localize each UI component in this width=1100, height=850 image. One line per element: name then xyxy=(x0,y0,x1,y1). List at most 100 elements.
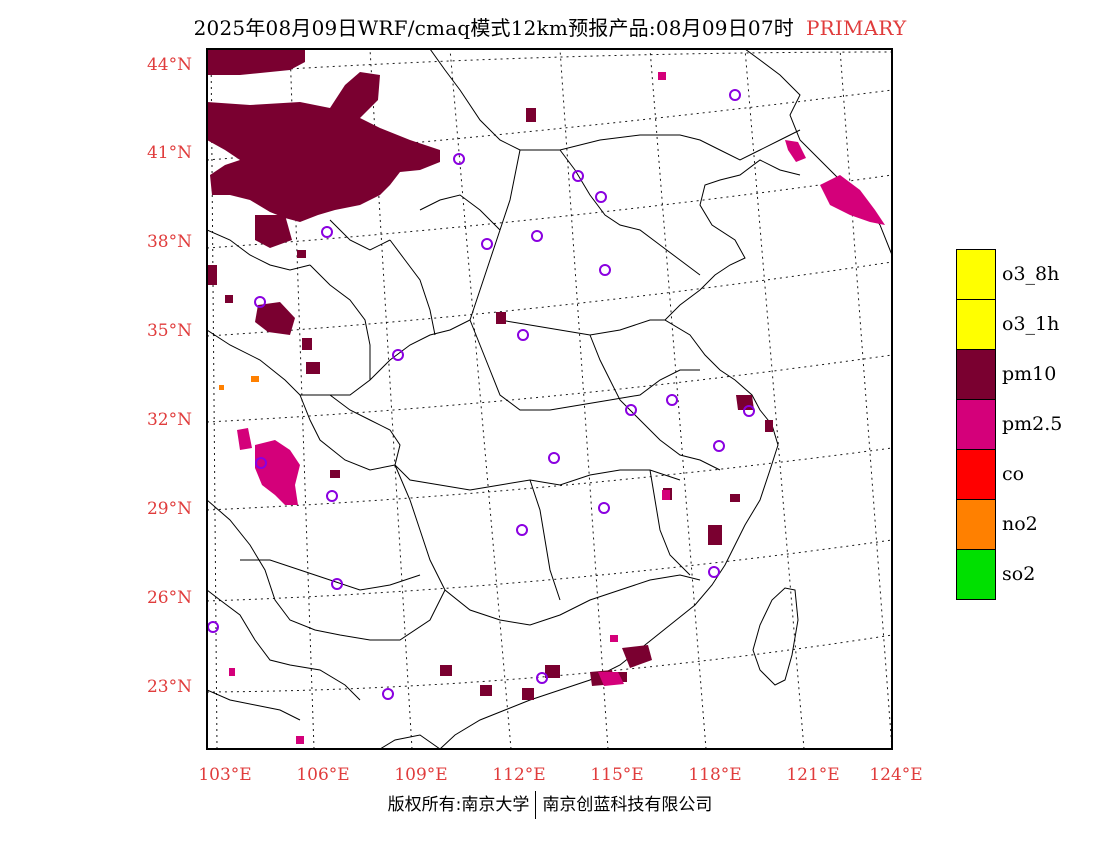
province-border xyxy=(559,149,701,276)
pm25-patch xyxy=(229,668,235,676)
lon-label: 115°E xyxy=(590,765,644,785)
station-marker xyxy=(331,578,343,590)
pm10-area xyxy=(207,49,773,700)
pm10-patch xyxy=(297,250,306,258)
station-marker xyxy=(517,329,529,341)
pm10-patch xyxy=(622,645,652,668)
footer-separator xyxy=(535,791,537,819)
lon-label: 103°E xyxy=(198,765,252,785)
pm10-patch xyxy=(255,215,292,248)
province-border xyxy=(207,499,446,641)
station-marker xyxy=(572,170,584,182)
lon-label: 112°E xyxy=(492,765,546,785)
station-marker xyxy=(729,89,741,101)
pm10-patch xyxy=(526,108,536,122)
station-marker xyxy=(321,226,333,238)
lat-label: 41°N xyxy=(146,143,192,163)
province-border xyxy=(207,229,311,271)
pm10-patch xyxy=(330,470,340,478)
pm10-patch xyxy=(730,494,740,502)
legend-swatch xyxy=(956,349,996,399)
pm10-region-inner-mongolia xyxy=(207,72,440,222)
copyright-footer: 版权所有:南京大学 南京创蓝科技有限公司 xyxy=(0,790,1100,819)
pm10-patch xyxy=(545,665,560,678)
hainan-outline xyxy=(379,734,441,749)
legend-item: o3_8h xyxy=(956,249,1076,299)
copyright-company: 南京创蓝科技有限公司 xyxy=(542,795,713,815)
legend-label: no2 xyxy=(1002,513,1038,535)
station-marker xyxy=(743,405,755,417)
province-border xyxy=(330,149,521,396)
station-marker xyxy=(255,457,267,469)
pm25-patch xyxy=(237,428,252,450)
legend: o3_8h o3_1h pm10 pm2.5 co no2 so2 xyxy=(956,249,1076,600)
pm10-patch xyxy=(440,665,452,676)
legend-swatch xyxy=(956,499,996,549)
legend-label: pm2.5 xyxy=(1002,413,1063,435)
lat-label: 29°N xyxy=(146,499,192,519)
province-border xyxy=(309,264,371,380)
title-main: 2025年08月09日WRF/cmaq模式12km预报产品:08月09日07时 xyxy=(193,16,794,40)
pm25-patch xyxy=(598,672,624,686)
boundaries xyxy=(207,49,892,749)
legend-item: pm2.5 xyxy=(956,399,1076,449)
pm25-region-sichuan xyxy=(255,440,300,505)
lat-label: 35°N xyxy=(146,321,192,341)
legend-item: no2 xyxy=(956,499,1076,549)
coastline xyxy=(744,49,892,256)
pm25-patch xyxy=(610,635,618,642)
pm10-patch xyxy=(302,338,312,350)
province-border xyxy=(207,689,301,721)
station-marker xyxy=(595,191,607,203)
pm25-patch xyxy=(662,490,670,500)
legend-label: co xyxy=(1002,463,1025,485)
station-marker xyxy=(516,524,528,536)
legend-label: o3_8h xyxy=(1002,263,1060,285)
station-marker xyxy=(625,404,637,416)
station-marker xyxy=(326,490,338,502)
map-title: 2025年08月09日WRF/cmaq模式12km预报产品:08月09日07时 P… xyxy=(0,12,1100,41)
pm25-patch xyxy=(296,736,304,744)
station-marker xyxy=(481,238,493,250)
lat-label: 38°N xyxy=(146,232,192,252)
province-border xyxy=(589,334,721,471)
station-marker xyxy=(599,264,611,276)
lon-label: 124°E xyxy=(869,765,923,785)
pm25-patch xyxy=(658,72,666,80)
taiwan-outline xyxy=(752,587,799,686)
legend-swatch xyxy=(956,299,996,349)
lat-label: 26°N xyxy=(146,588,192,608)
pm25-patch xyxy=(785,140,806,162)
province-border xyxy=(207,589,361,701)
pm25-patch xyxy=(820,175,885,225)
province-border xyxy=(240,559,421,591)
province-border xyxy=(649,469,691,576)
no2-patch xyxy=(219,385,224,390)
legend-label: o3_1h xyxy=(1002,313,1060,335)
station-marker xyxy=(598,502,610,514)
legend-item: co xyxy=(956,449,1076,499)
lat-label: 23°N xyxy=(146,677,192,697)
province-border xyxy=(499,319,665,336)
province-border xyxy=(419,194,501,231)
pm10-region-north xyxy=(207,49,305,75)
province-border xyxy=(469,319,700,411)
province-border xyxy=(529,479,561,601)
pm25-area xyxy=(229,72,885,744)
lat-label: 44°N xyxy=(146,55,192,75)
station-marker xyxy=(666,394,678,406)
lon-label: 106°E xyxy=(296,765,350,785)
no2-patch xyxy=(251,376,259,382)
station-marker xyxy=(254,296,266,308)
station-marker xyxy=(207,621,219,633)
legend-label: pm10 xyxy=(1002,363,1057,385)
station-marker xyxy=(536,672,548,684)
legend-swatch xyxy=(956,449,996,499)
province-border xyxy=(429,49,801,161)
legend-item: o3_1h xyxy=(956,299,1076,349)
province-border xyxy=(329,394,681,491)
pm10-patch xyxy=(708,525,722,545)
province-border xyxy=(389,239,436,336)
station-marker xyxy=(453,153,465,165)
